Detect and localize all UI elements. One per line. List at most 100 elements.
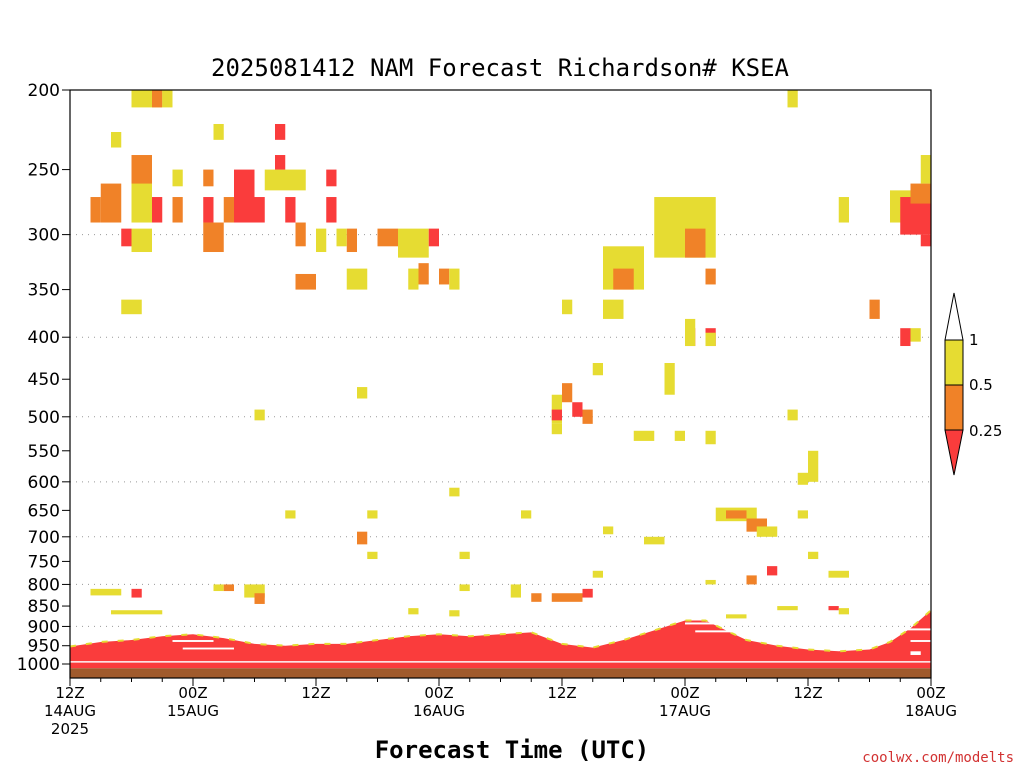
white-streak — [685, 622, 726, 625]
ri-cell-speck — [705, 579, 716, 585]
ri-cell-speck — [326, 169, 337, 187]
x-tick-label: 14AUG — [44, 702, 96, 720]
ri-cell-speck — [726, 614, 747, 619]
ri-cell-patch — [613, 268, 634, 290]
plot-area — [70, 90, 931, 678]
ri-cell-speck — [531, 593, 542, 602]
ri-cell-patch — [582, 588, 593, 598]
ri-cell-patch — [100, 183, 122, 223]
ri-cell-speck — [449, 268, 460, 290]
ri-cell-patch — [285, 197, 296, 223]
ri-cell-patch — [685, 228, 706, 258]
ri-cell-patch — [377, 228, 398, 247]
ri-cell-patch — [90, 588, 122, 596]
ri-cell-speck — [592, 570, 603, 578]
ri-cell-patch — [726, 510, 747, 519]
y-tick-label: 1000 — [17, 655, 60, 675]
x-tick-label: 12Z — [55, 684, 84, 702]
credit-text: coolwx.com/modelts — [862, 750, 1014, 766]
colorbar-label: 0.25 — [969, 422, 1002, 440]
ri-cell-patch — [398, 228, 429, 258]
ri-cell-speck — [674, 430, 685, 441]
ri-cell-speck — [910, 328, 921, 342]
ri-cell-patch — [582, 409, 593, 424]
ri-cell-patch — [295, 222, 306, 247]
ri-cell-patch — [234, 169, 255, 223]
ri-cell-patch — [705, 268, 716, 285]
ri-cell-speck — [551, 423, 562, 435]
ri-cell-speck — [203, 169, 214, 187]
x-tick-label: 15AUG — [167, 702, 219, 720]
richardson-cells — [69, 90, 932, 669]
x-tick-label: 18AUG — [905, 702, 957, 720]
ri-cell-speck — [510, 584, 521, 598]
y-tick-label: 350 — [28, 281, 60, 301]
x-tick-label: 17AUG — [659, 702, 711, 720]
ri-cell-patch — [131, 228, 152, 253]
ri-cell-patch — [551, 409, 562, 421]
x-tick-label: 00Z — [424, 684, 453, 702]
ri-cell-speck — [418, 263, 429, 285]
x-tick-label: 00Z — [670, 684, 699, 702]
y-tick-label: 200 — [28, 81, 60, 101]
ri-cell-speck — [275, 155, 286, 170]
ri-cell-speck — [213, 123, 224, 140]
colorbar-segment-high — [944, 339, 964, 386]
ri-cell-speck — [408, 268, 419, 290]
ri-cell-speck — [346, 268, 368, 290]
ri-cell-speck — [111, 610, 163, 615]
y-tick-label: 300 — [28, 226, 60, 246]
ri-cell-patch — [808, 450, 819, 482]
ri-cell-speck — [808, 551, 819, 560]
ri-cell-patch — [920, 155, 931, 184]
x-tick-label: 00Z — [916, 684, 945, 702]
colorbar-top-triangle — [944, 292, 964, 341]
y-tick-label: 650 — [28, 501, 60, 521]
colorbar-segment-mid — [944, 384, 964, 431]
ri-cell-patch — [900, 328, 911, 347]
ri-cell-speck — [162, 90, 173, 108]
ri-cell-speck — [603, 299, 624, 319]
ri-cell-patch — [551, 593, 583, 602]
ri-cell-speck — [254, 593, 265, 604]
ri-cell-patch — [428, 228, 439, 247]
ri-cell-speck — [264, 169, 275, 191]
x-tick-label: 00Z — [178, 684, 207, 702]
colorbar-label: 1 — [969, 331, 979, 349]
ri-cell-speck — [408, 608, 419, 615]
y-tick-label: 550 — [28, 442, 60, 462]
white-streak — [900, 628, 931, 631]
ri-cell-speck — [521, 510, 532, 519]
ri-cell-patch — [131, 155, 152, 184]
ri-cell-speck — [316, 228, 327, 253]
ri-cell-patch — [172, 197, 183, 223]
ri-cell-speck — [797, 510, 808, 519]
ri-cell-speck — [449, 610, 460, 617]
white-streak — [695, 630, 737, 633]
ri-cell-patch — [254, 197, 265, 223]
y-tick-label: 900 — [28, 617, 60, 637]
white-streak — [70, 661, 931, 663]
ri-cell-patch — [121, 228, 132, 247]
ri-cell-speck — [449, 487, 460, 497]
ri-cell-speck — [275, 169, 306, 191]
y-tick-label: 250 — [28, 161, 60, 181]
colorbar-bottom-triangle — [944, 429, 964, 476]
ground-fill — [70, 668, 931, 678]
white-streak — [910, 651, 921, 655]
ri-cell-speck — [223, 584, 234, 592]
x-tick-label: 16AUG — [413, 702, 465, 720]
ri-cell-speck — [111, 132, 122, 148]
ri-cell-patch — [346, 228, 357, 253]
ri-cell-speck — [664, 363, 675, 395]
ri-cell-patch — [295, 273, 316, 290]
white-streak — [910, 640, 931, 642]
ri-cell-patch — [767, 566, 778, 576]
ri-cell-patch — [326, 197, 337, 223]
ri-cell-patch — [551, 394, 562, 424]
y-tick-label: 600 — [28, 473, 60, 493]
ri-cell-speck — [336, 228, 347, 247]
ri-cell-speck — [705, 332, 716, 347]
